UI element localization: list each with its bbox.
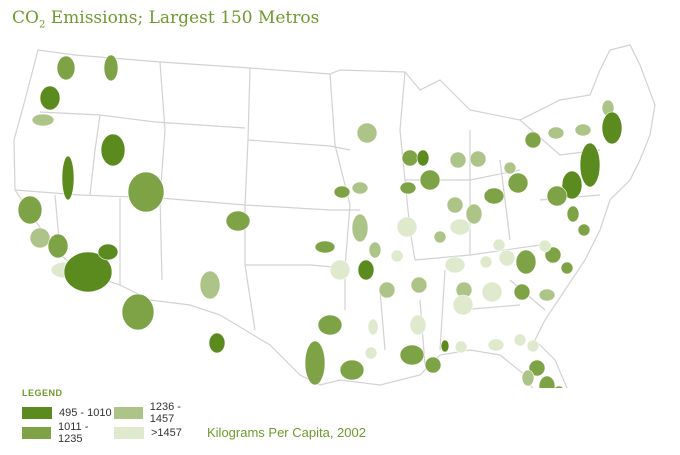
metro-area: [513, 283, 531, 301]
metro-area: [47, 233, 69, 259]
metro-area: [410, 276, 428, 294]
metro-area: [416, 149, 430, 167]
metro-area: [515, 249, 537, 275]
metro-area: [454, 340, 468, 354]
legend-label: 1236 - 1457: [149, 400, 181, 425]
metro-area: [424, 356, 442, 374]
metro-area: [17, 195, 43, 225]
metro-area: [56, 55, 76, 81]
metro-area: [446, 196, 464, 214]
metro-area: [507, 172, 529, 194]
metro-area: [433, 230, 447, 244]
metro-area: [503, 161, 517, 175]
metro-area: [121, 293, 155, 331]
metro-area: [538, 288, 556, 302]
map-title: CO2 Emissions; Largest 150 Metros: [12, 8, 320, 31]
metro-area: [538, 375, 556, 388]
legend-swatch: [22, 426, 52, 439]
metro-area: [419, 169, 441, 191]
legend-label: 495 - 1010: [59, 406, 112, 419]
legend-item-495-1010: 495 - 1010: [22, 406, 114, 419]
legend-item-1011-1235: 1011 - 1235: [22, 421, 114, 445]
metro-area: [483, 187, 505, 205]
metro-area: [544, 246, 562, 264]
metro-area: [357, 259, 375, 281]
metro-area: [396, 216, 418, 238]
metro-area: [487, 338, 505, 352]
metro-area: [390, 249, 404, 263]
legend-swatch: [22, 406, 52, 419]
metro-area: [333, 185, 351, 199]
metro-area: [199, 270, 221, 300]
legend-item-over-1457: >1457: [114, 426, 206, 439]
legend-title: LEGEND: [22, 388, 63, 398]
metro-area: [356, 122, 378, 144]
legend-label: >1457: [151, 426, 182, 439]
state-borders: [13, 44, 656, 388]
metro-area: [444, 256, 466, 274]
legend: LEGEND 495 - 1010 1236 - 1457 1011 - 123…: [22, 388, 206, 445]
metro-area: [546, 185, 568, 207]
metro-area: [368, 241, 382, 259]
metro-area: [100, 133, 126, 167]
metro-area: [547, 126, 565, 140]
metro-area: [601, 111, 623, 145]
metro-area: [329, 259, 351, 281]
legend-swatch: [114, 406, 143, 419]
metro-area: [97, 243, 119, 261]
metro-area: [538, 239, 552, 253]
unit-label: Kilograms Per Capita, 2002: [207, 425, 366, 440]
metro-areas: [17, 54, 623, 388]
legend-label: 1011 - 1235: [58, 420, 89, 445]
metro-area: [492, 238, 506, 252]
metro-area: [317, 314, 343, 336]
metro-area: [339, 359, 365, 381]
metro-area: [127, 171, 165, 213]
metro-area: [521, 369, 535, 387]
legend-swatch: [114, 426, 144, 439]
metro-area: [579, 142, 601, 188]
metro-area: [465, 203, 483, 225]
metro-area: [513, 333, 527, 347]
metro-area: [561, 170, 583, 200]
metro-area: [401, 149, 419, 167]
metro-area: [304, 340, 326, 386]
us-map: [13, 44, 656, 388]
metro-area: [524, 131, 542, 149]
legend-item-1236-1457: 1236 - 1457: [114, 401, 206, 425]
metro-area: [554, 385, 564, 388]
metro-area: [526, 339, 540, 353]
metro-area: [103, 54, 119, 82]
metro-area: [574, 123, 592, 137]
metro-area: [378, 281, 396, 299]
metro-area: [351, 181, 369, 195]
metro-area: [367, 318, 379, 336]
metro-area: [452, 294, 474, 316]
metro-area: [225, 210, 251, 232]
metro-area: [479, 255, 493, 269]
metro-area: [566, 205, 580, 223]
metro-area: [481, 281, 503, 303]
metro-area: [449, 218, 471, 236]
metro-area: [61, 155, 75, 201]
metro-area: [440, 339, 450, 353]
metro-area: [560, 261, 574, 275]
metro-area: [39, 85, 61, 111]
metro-area: [63, 251, 113, 293]
metro-area: [528, 359, 546, 377]
metro-area: [314, 240, 336, 254]
metro-area: [364, 346, 378, 360]
metro-area: [449, 151, 467, 169]
metro-area: [31, 113, 55, 127]
metro-area: [409, 314, 427, 336]
metro-area: [498, 249, 516, 267]
metro-area: [399, 181, 417, 195]
metro-area: [351, 213, 369, 243]
metro-area: [577, 223, 591, 237]
metro-area: [399, 344, 425, 366]
metro-area: [29, 227, 51, 249]
metro-area: [469, 150, 487, 168]
metro-area: [208, 332, 226, 354]
